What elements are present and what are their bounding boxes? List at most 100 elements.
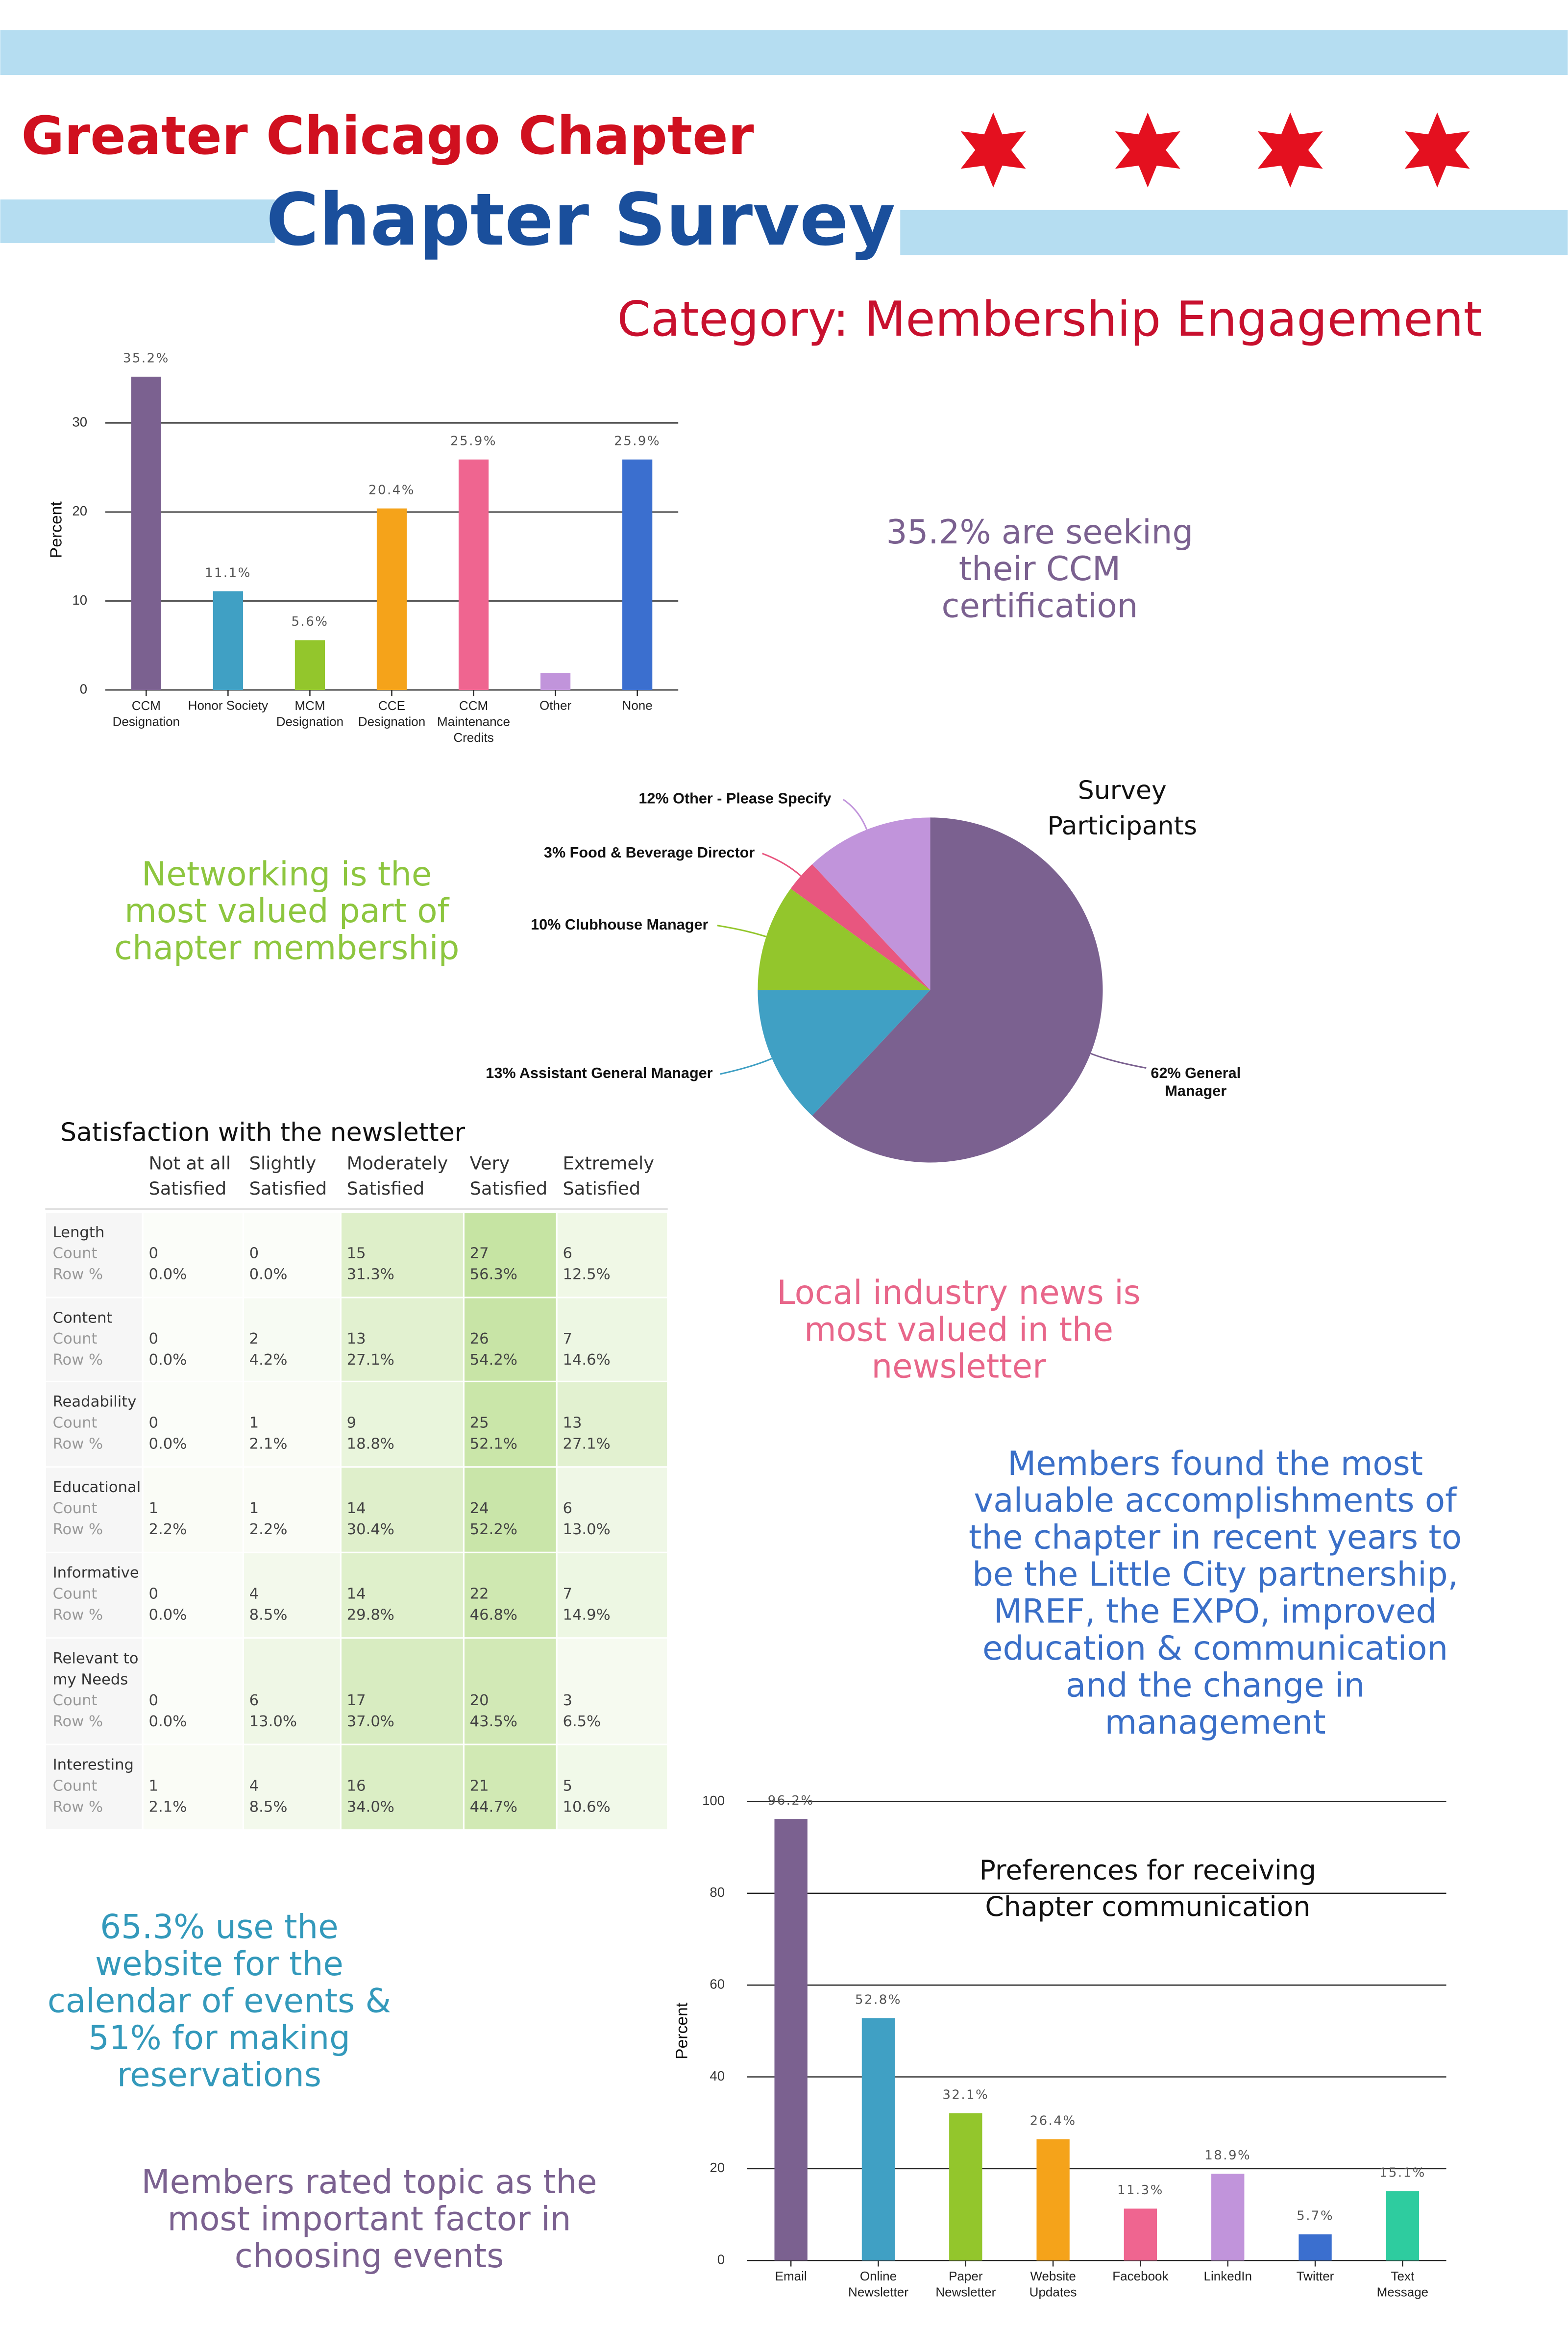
slice-label: 62% General Manager — [1151, 1065, 1241, 1100]
bar — [622, 459, 653, 690]
cell-percent: 4.2% — [249, 1351, 288, 1369]
cell-percent: 10.6% — [563, 1798, 610, 1815]
flag-band — [900, 210, 1568, 255]
cell-count: 6 — [563, 1245, 572, 1262]
row-header-cell — [44, 1551, 144, 1639]
value-label: 20.4% — [368, 483, 415, 497]
count-label: Count — [53, 1777, 98, 1794]
x-tick-label: MCM Designation — [276, 698, 343, 729]
row-header-cell — [44, 1466, 144, 1553]
bar — [774, 1819, 808, 2261]
chart-title: Preferences for receiving Chapter communi… — [980, 1855, 1316, 1922]
flag-band — [0, 199, 275, 243]
bar — [213, 591, 243, 690]
cell-percent: 8.5% — [249, 1606, 288, 1623]
cell-percent: 0.0% — [149, 1266, 187, 1283]
cell-percent: 12.5% — [563, 1266, 610, 1283]
slice-label: 13% Assistant General Manager — [486, 1065, 712, 1081]
x-tick-label: Paper Newsletter — [935, 2269, 996, 2300]
cell — [242, 1551, 342, 1639]
cell-percent: 0.0% — [149, 1351, 187, 1369]
y-tick-label: 0 — [717, 2252, 725, 2267]
cell-percent: 52.2% — [470, 1521, 517, 1538]
x-tick-label: Text Message — [1377, 2269, 1429, 2300]
chart-participants: 62% General Manager 13% Assistant General … — [486, 776, 1241, 1163]
cell-count: 7 — [563, 1586, 572, 1603]
y-tick-label: 60 — [710, 1977, 725, 1992]
cell-percent: 2.2% — [149, 1521, 187, 1538]
y-tick-label: 80 — [710, 1885, 725, 1900]
leader-line — [762, 853, 802, 877]
cell-count: 6 — [563, 1500, 572, 1517]
cell — [556, 1211, 669, 1298]
count-label: Count — [53, 1415, 98, 1432]
y-tick-label: 40 — [710, 2068, 725, 2083]
pie-slice — [790, 864, 931, 990]
cell-count: 17 — [347, 1692, 366, 1709]
cell-count: 2 — [249, 1330, 259, 1348]
cell — [556, 1743, 669, 1831]
column-header: Not at all Satisfied — [149, 1152, 231, 1199]
cell-percent: 2.1% — [249, 1435, 288, 1452]
value-label: 11.3% — [1117, 2183, 1164, 2198]
x-tick-label: CCM Maintenance Credits — [437, 698, 510, 745]
cell-count: 14 — [347, 1586, 366, 1603]
table-title: Satisfaction with the newsletter — [60, 1118, 466, 1147]
pct-label: Row % — [53, 1521, 103, 1538]
value-label: 96.2% — [768, 1793, 814, 1808]
stars — [960, 112, 1470, 188]
pct-label: Row % — [53, 1713, 103, 1730]
bar — [949, 2113, 982, 2261]
column-header: Moderately Satisfied — [347, 1152, 448, 1199]
bar — [294, 640, 325, 690]
cell-count: 7 — [563, 1330, 572, 1348]
cell — [463, 1551, 558, 1639]
pct-label: Row % — [53, 1798, 103, 1815]
cell — [340, 1380, 465, 1468]
y-tick-label: 10 — [72, 592, 87, 608]
cell-percent: 29.8% — [347, 1606, 394, 1623]
bar — [1386, 2191, 1420, 2261]
star — [1115, 112, 1180, 188]
cell-count: 24 — [470, 1500, 489, 1517]
bar — [1298, 2234, 1332, 2261]
cell-count: 13 — [563, 1415, 582, 1432]
y-tick-label: 20 — [710, 2160, 725, 2175]
cell-percent: 2.2% — [249, 1521, 288, 1538]
callout: Members found the most valuable accomplis… — [969, 1444, 1462, 1741]
cell-count: 14 — [347, 1500, 366, 1517]
cell-count: 1 — [149, 1777, 158, 1794]
cell-percent: 44.7% — [470, 1798, 517, 1815]
cell-count: 0 — [249, 1245, 259, 1262]
cell — [463, 1637, 558, 1745]
cell-percent: 2.1% — [149, 1798, 187, 1815]
cell-count: 13 — [347, 1330, 366, 1348]
value-label: 52.8% — [855, 1992, 902, 2007]
slice-label: 10% Clubhouse Manager — [531, 916, 708, 933]
bar — [540, 673, 571, 690]
value-label: 11.1% — [205, 565, 251, 580]
cell-count: 3 — [563, 1692, 572, 1709]
star — [1404, 112, 1470, 188]
cell-count: 27 — [470, 1245, 489, 1262]
leader-line — [843, 799, 868, 830]
value-label: 25.9% — [450, 434, 497, 449]
bar — [376, 508, 407, 690]
row-label: Content — [53, 1309, 113, 1326]
cell-percent: 56.3% — [470, 1266, 517, 1283]
value-label: 15.1% — [1379, 2166, 1426, 2180]
cell — [556, 1466, 669, 1553]
chart-communication: 0 20 40 60 80 100 Percent Preferences for recei… — [673, 1793, 1446, 2300]
cell-percent: 18.8% — [347, 1435, 394, 1452]
cell-count: 4 — [249, 1586, 259, 1603]
pie-slice — [812, 817, 1103, 1163]
pct-label: Row % — [53, 1266, 103, 1283]
cell-percent: 52.1% — [470, 1435, 517, 1452]
cell — [556, 1637, 669, 1745]
value-label: 5.6% — [291, 614, 328, 629]
value-label: 5.7% — [1297, 2209, 1334, 2224]
bar — [1124, 2208, 1157, 2261]
row-label: Interesting — [53, 1757, 134, 1774]
